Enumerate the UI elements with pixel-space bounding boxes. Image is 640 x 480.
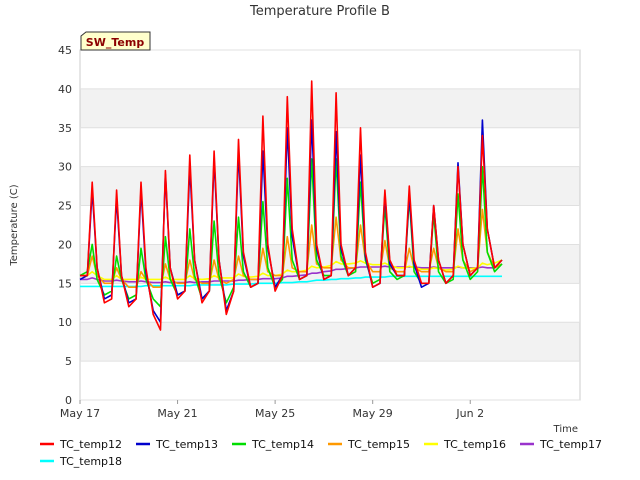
y-axis-label: Temperature (C) — [9, 184, 20, 266]
series-line-tc-temp12 — [80, 80, 503, 331]
plot-band — [80, 50, 580, 89]
x-tick-label: May 29 — [353, 407, 393, 420]
x-tick-label: Jun 2 — [455, 407, 484, 420]
plot-band — [80, 166, 580, 206]
series-line-tc-temp18 — [80, 275, 502, 288]
plot-band — [80, 127, 580, 167]
legend-label: TC_temp14 — [251, 438, 314, 451]
x-tick-label: May 25 — [255, 407, 295, 420]
y-tick-label: 25 — [58, 200, 72, 213]
y-gridlines — [80, 49, 580, 401]
x-tick-label: May 17 — [60, 407, 100, 420]
series-line-tc-temp15 — [80, 208, 503, 289]
y-tick-label: 20 — [58, 238, 72, 251]
x-axis-label: Time — [553, 424, 578, 435]
chart-title: Temperature Profile B — [249, 4, 390, 19]
plot-band — [80, 88, 580, 128]
station-tag: SW_Temp — [80, 31, 151, 51]
legend-label: TC_temp12 — [59, 438, 122, 451]
y-tick-label: 45 — [58, 44, 72, 57]
legend-label: TC_temp16 — [443, 438, 506, 451]
y-tick-label: 35 — [58, 122, 72, 135]
y-tick-label: 5 — [65, 355, 72, 368]
series-lines — [79, 80, 503, 331]
y-tick-label: 40 — [58, 83, 72, 96]
series-line-tc-temp16 — [80, 259, 503, 281]
legend-label: TC_temp18 — [59, 455, 122, 468]
legend-label: TC_temp13 — [155, 438, 218, 451]
x-tick-label: May 21 — [157, 407, 197, 420]
plot-band — [80, 361, 580, 400]
y-tick-label: 0 — [65, 394, 72, 407]
plot-band — [80, 205, 580, 245]
legend-label: TC_temp15 — [347, 438, 410, 451]
station-tag-label: SW_Temp — [86, 36, 145, 49]
y-tick-labels: 0 5 10 15 20 25 30 35 40 45 — [58, 44, 72, 407]
y-tick-label: 30 — [58, 161, 72, 174]
x-tick-labels: May 17 May 21 May 25 May 29 Jun 2 — [60, 400, 484, 420]
legend: TC_temp12 TC_temp13 TC_temp14 TC_temp15 TC_t… — [40, 438, 602, 468]
y-tick-label: 15 — [58, 277, 72, 290]
plot-band — [80, 322, 580, 362]
legend-label: TC_temp17 — [539, 438, 602, 451]
plot-band — [80, 244, 580, 284]
y-tick-label: 10 — [58, 316, 72, 329]
plot-band — [80, 283, 580, 323]
plot-background — [80, 50, 580, 400]
